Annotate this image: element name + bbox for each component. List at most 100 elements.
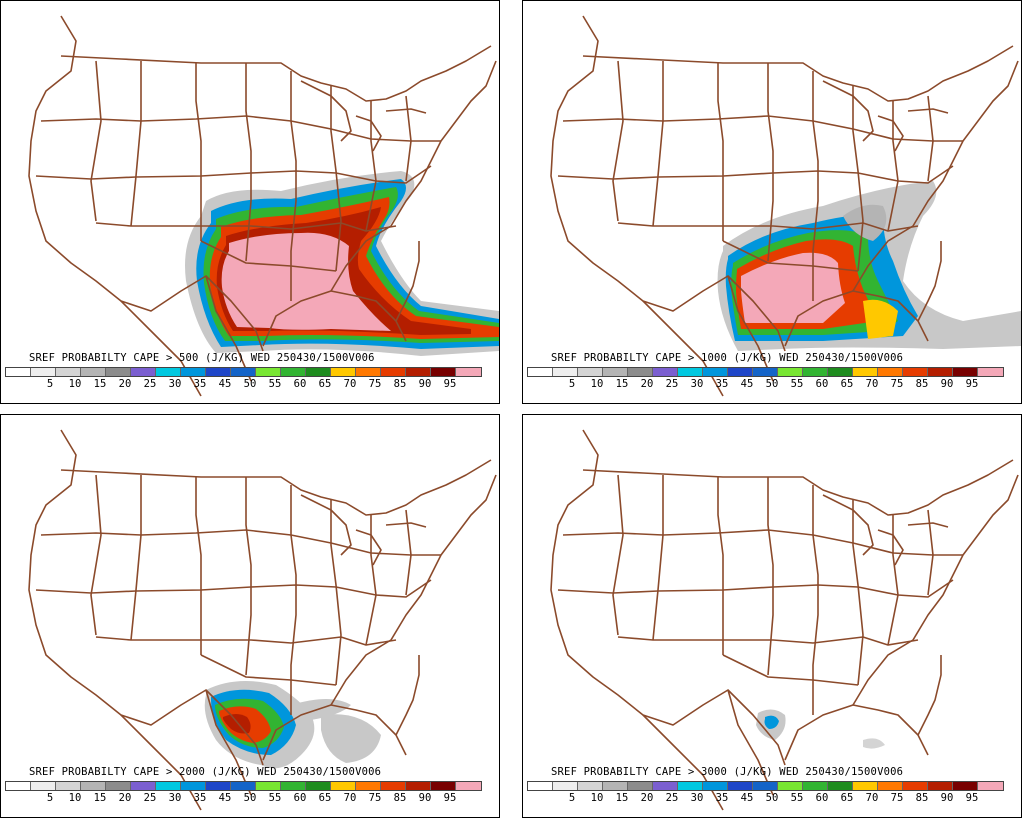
legend-tick-label: 60 <box>293 378 307 390</box>
legend-swatch <box>331 782 356 790</box>
legend-swatch <box>628 782 653 790</box>
legend-swatch <box>56 368 81 376</box>
legend-tick-label: 45 <box>218 378 232 390</box>
probability-field <box>717 181 1021 351</box>
legend-swatch <box>256 782 281 790</box>
legend-swatch <box>778 368 803 376</box>
legend-swatch <box>903 782 928 790</box>
legend-tick-label: 30 <box>690 792 704 804</box>
legend-swatch <box>803 368 828 376</box>
legend-swatch <box>106 782 131 790</box>
legend-tick-label: 60 <box>815 792 829 804</box>
legend-swatch <box>653 368 678 376</box>
legend-tick-label: 45 <box>218 792 232 804</box>
legend-swatch <box>853 782 878 790</box>
legend-tick-label: 30 <box>690 378 704 390</box>
legend-swatch <box>81 782 106 790</box>
legend-tick-label: 30 <box>168 792 182 804</box>
legend-tick-label: 75 <box>368 792 382 804</box>
legend-tick-label: 10 <box>590 792 604 804</box>
legend-swatch <box>678 782 703 790</box>
legend-swatch <box>553 368 578 376</box>
legend-swatch <box>678 368 703 376</box>
legend-swatch <box>306 782 331 790</box>
legend-swatch <box>778 782 803 790</box>
legend-tick-label: 95 <box>443 792 457 804</box>
panel-caption: SREF PROBABILTY CAPE > 500 (J/KG) WED 25… <box>29 352 375 364</box>
color-legend <box>5 367 482 377</box>
panel-caption: SREF PROBABILTY CAPE > 2000 (J/KG) WED 2… <box>29 766 382 778</box>
legend-tick-label: 25 <box>143 378 157 390</box>
legend-tick-label: 50 <box>765 378 779 390</box>
map-panel-cape-2000: SREF PROBABILTY CAPE > 2000 (J/KG) WED 2… <box>0 414 500 818</box>
legend-tick-label: 75 <box>890 378 904 390</box>
map-panel-cape-500: SREF PROBABILTY CAPE > 500 (J/KG) WED 25… <box>0 0 500 404</box>
map-panel-cape-3000: SREF PROBABILTY CAPE > 3000 (J/KG) WED 2… <box>522 414 1022 818</box>
legend-swatch <box>31 782 56 790</box>
legend-tick-label: 55 <box>268 378 282 390</box>
map-cape-2000 <box>28 429 497 811</box>
legend-tick-label: 15 <box>93 378 107 390</box>
legend-swatch <box>828 782 853 790</box>
legend-tick-label: 85 <box>915 378 929 390</box>
legend-swatch <box>553 782 578 790</box>
legend-tick-label: 25 <box>143 792 157 804</box>
legend-swatch <box>231 782 256 790</box>
legend-swatch <box>206 368 231 376</box>
legend-swatch <box>728 368 753 376</box>
legend-tick-label: 75 <box>368 378 382 390</box>
legend-swatch <box>331 368 356 376</box>
map-cape-500 <box>28 15 499 397</box>
legend-swatch <box>156 368 181 376</box>
panel-caption: SREF PROBABILTY CAPE > 3000 (J/KG) WED 2… <box>551 766 904 778</box>
legend-swatch <box>81 368 106 376</box>
legend-swatch <box>231 368 256 376</box>
color-legend <box>5 781 482 791</box>
legend-tick-label: 70 <box>865 792 879 804</box>
legend-ticks: 5 10 15 20 25 30 35 45 50 55 60 65 70 75 85 90 95 <box>527 378 1021 392</box>
legend-tick-label: 25 <box>665 378 679 390</box>
legend-tick-label: 95 <box>965 378 979 390</box>
legend-tick-label: 20 <box>640 792 654 804</box>
legend-swatch <box>828 368 853 376</box>
legend-swatch <box>703 368 728 376</box>
legend-swatch <box>181 782 206 790</box>
legend-tick-label: 55 <box>790 378 804 390</box>
legend-tick-label: 65 <box>840 378 854 390</box>
legend-ticks: 5 10 15 20 25 30 35 45 50 55 60 65 70 75 85 90 95 <box>5 792 499 806</box>
legend-tick-label: 15 <box>93 792 107 804</box>
legend-tick-label: 85 <box>393 792 407 804</box>
legend-swatch <box>653 782 678 790</box>
legend-swatch <box>431 368 456 376</box>
legend-swatch <box>281 368 306 376</box>
legend-swatch <box>953 368 978 376</box>
legend-tick-label: 70 <box>343 378 357 390</box>
legend-tick-label: 50 <box>765 792 779 804</box>
legend-tick-label: 35 <box>193 378 207 390</box>
legend-swatch <box>106 368 131 376</box>
legend-swatch <box>878 368 903 376</box>
legend-swatch <box>978 782 1003 790</box>
legend-swatch <box>381 782 406 790</box>
probability-field <box>756 709 885 749</box>
legend-swatch <box>728 782 753 790</box>
legend-swatch <box>431 782 456 790</box>
legend-swatch <box>928 368 953 376</box>
legend-tick-label: 90 <box>940 792 954 804</box>
legend-swatch <box>131 782 156 790</box>
legend-tick-label: 5 <box>46 792 54 804</box>
legend-swatch <box>181 368 206 376</box>
panel-caption: SREF PROBABILTY CAPE > 1000 (J/KG) WED 2… <box>551 352 904 364</box>
legend-tick-label: 10 <box>68 792 82 804</box>
legend-swatch <box>406 782 431 790</box>
legend-tick-label: 70 <box>343 792 357 804</box>
legend-tick-label: 35 <box>193 792 207 804</box>
legend-swatch <box>156 782 181 790</box>
legend-swatch <box>878 782 903 790</box>
probability-field <box>185 171 499 356</box>
legend-swatch <box>256 368 281 376</box>
legend-tick-label: 65 <box>318 792 332 804</box>
legend-swatch <box>356 368 381 376</box>
legend-swatch <box>456 368 481 376</box>
legend-tick-label: 15 <box>615 792 629 804</box>
